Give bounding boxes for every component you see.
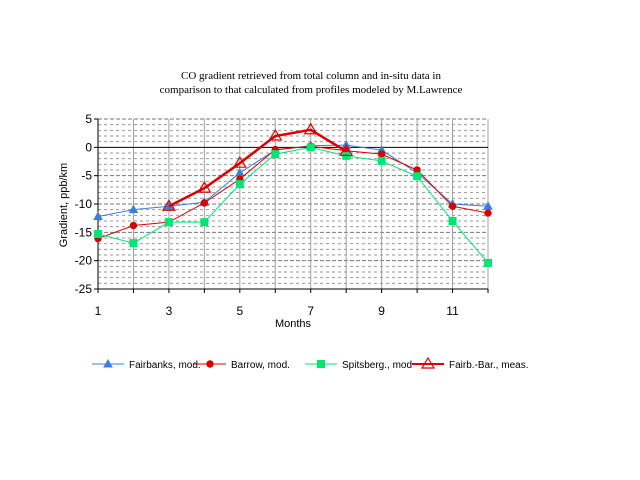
data-point <box>484 209 492 217</box>
series-line <box>97 144 489 217</box>
y-tick-label: -15 <box>75 225 93 239</box>
chart-title: CO gradient retrieved from total column … <box>160 70 463 96</box>
legend-marker <box>317 360 325 368</box>
data-point <box>164 218 173 227</box>
x-axis-title: Months <box>275 318 312 330</box>
tick-labels: 5 0 -5 -10 -15 -20 -251 3 5 7 9 11 <box>75 112 459 318</box>
legend-item: Spitsberg., mod <box>305 360 412 371</box>
legend-marker <box>103 358 113 368</box>
legend-item: Barrow, mod. <box>194 360 290 371</box>
data-point <box>94 230 102 239</box>
x-tick-label: 3 <box>166 304 173 318</box>
chart-title-line-2: comparison to that calculated from profi… <box>160 84 463 96</box>
data-point <box>128 204 139 214</box>
y-tick-label: -10 <box>75 197 93 211</box>
data-point <box>200 218 209 227</box>
x-tick-label: 1 <box>95 304 102 318</box>
x-tick-label: 11 <box>446 304 459 318</box>
data-point <box>413 172 422 181</box>
data-point <box>483 201 493 210</box>
data-point <box>197 180 212 193</box>
x-tick-label: 5 <box>236 304 243 318</box>
data-point <box>377 156 386 165</box>
data-point <box>448 202 457 210</box>
series-line <box>97 145 489 240</box>
data-point <box>484 258 492 267</box>
legend-marker <box>420 356 436 369</box>
y-tick-label: 0 <box>85 140 92 154</box>
data-point <box>129 221 138 230</box>
data-point <box>377 150 386 158</box>
legend-label: Fairb.-Bar., meas. <box>449 360 528 371</box>
series-2 <box>94 143 492 267</box>
chart-title-line-1: CO gradient retrieved from total column … <box>181 70 441 82</box>
y-tick-label: -20 <box>75 254 93 268</box>
data-point <box>303 122 318 135</box>
data-point <box>129 239 138 248</box>
axes <box>94 118 489 293</box>
x-tick-label: 7 <box>307 304 314 318</box>
series-line <box>97 146 489 264</box>
series <box>93 122 493 267</box>
legend-label: Spitsberg., mod <box>342 360 412 371</box>
data-point <box>306 143 315 152</box>
grid <box>98 118 489 290</box>
data-point <box>235 180 244 189</box>
y-tick-label: 5 <box>85 112 92 126</box>
data-point <box>200 199 209 207</box>
data-point <box>271 150 280 159</box>
data-point <box>268 128 283 141</box>
legend-item: Fairb.-Bar., meas. <box>412 356 528 371</box>
legend-label: Barrow, mod. <box>231 360 290 371</box>
data-point <box>161 199 176 211</box>
legend-item: Fairbanks, mod. <box>92 358 201 371</box>
legend: Fairbanks, mod. Barrow, mod. Spitsberg., m… <box>92 356 528 371</box>
data-point <box>232 156 247 168</box>
legend-marker <box>206 360 214 368</box>
y-tick-label: -25 <box>75 282 93 296</box>
y-axis-title: Gradient, ppb/km <box>58 163 70 247</box>
data-point <box>448 217 457 225</box>
data-point <box>339 144 354 156</box>
legend-label: Fairbanks, mod. <box>129 360 201 371</box>
data-point <box>93 211 103 220</box>
series-3 <box>161 122 354 211</box>
x-tick-label: 9 <box>378 304 385 318</box>
y-tick-label: -5 <box>81 169 92 183</box>
